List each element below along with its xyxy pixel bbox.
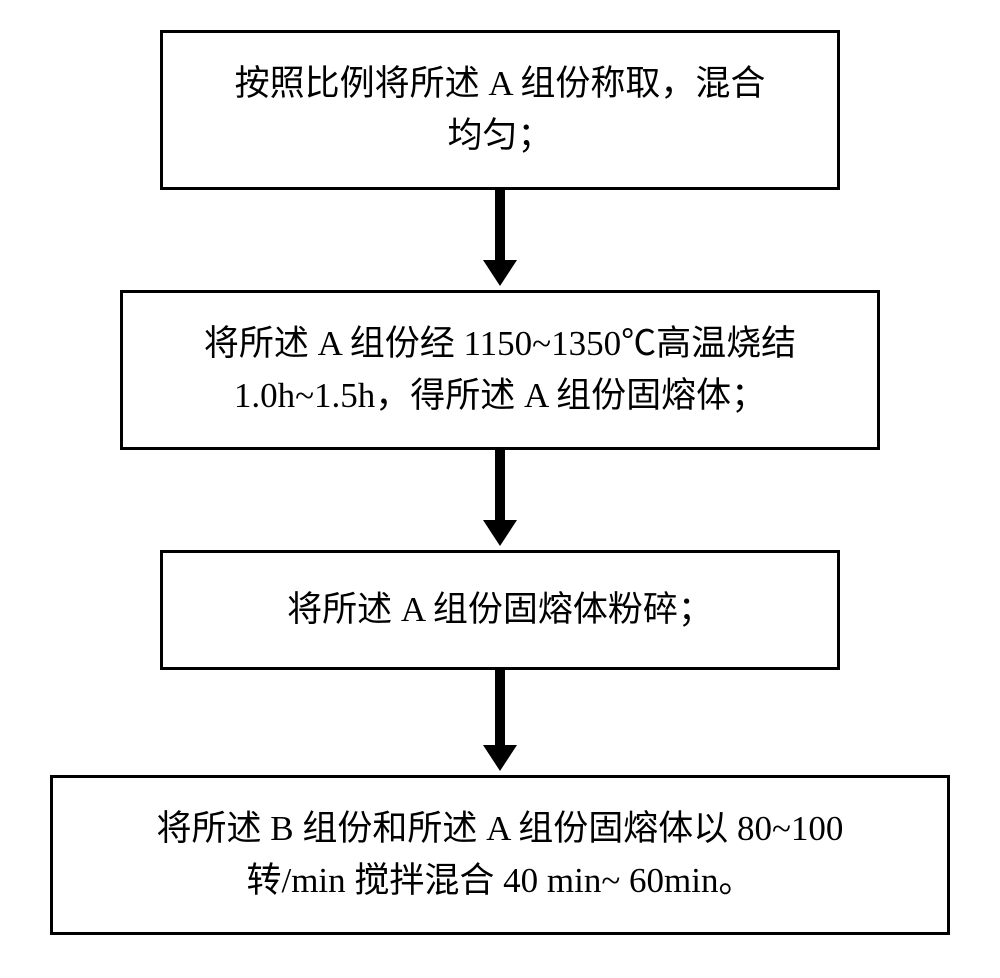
flow-node-step3-text: 将所述 A 组份固熔体粉碎； <box>287 584 713 637</box>
flow-arrow-3-4 <box>483 670 517 771</box>
flowchart-canvas: 按照比例将所述 A 组份称取，混合 均匀； 将所述 A 组份经 1150~135… <box>0 0 1000 978</box>
arrow-head-icon <box>483 260 517 286</box>
flow-node-step2: 将所述 A 组份经 1150~1350℃高温烧结 1.0h~1.5h，得所述 A… <box>120 290 880 450</box>
flow-node-step1-text: 按照比例将所述 A 组份称取，混合 均匀； <box>235 58 766 163</box>
flow-arrow-1-2 <box>483 190 517 286</box>
arrow-head-icon <box>483 745 517 771</box>
flow-node-step4-text: 将所述 B 组份和所述 A 组份固熔体以 80~100 转/min 搅拌混合 4… <box>157 803 844 908</box>
arrow-shaft <box>495 450 505 520</box>
flow-node-step1: 按照比例将所述 A 组份称取，混合 均匀； <box>160 30 840 190</box>
flow-node-step2-text: 将所述 A 组份经 1150~1350℃高温烧结 1.0h~1.5h，得所述 A… <box>204 318 796 423</box>
flow-arrow-2-3 <box>483 450 517 546</box>
arrow-shaft <box>495 190 505 260</box>
flow-node-step4: 将所述 B 组份和所述 A 组份固熔体以 80~100 转/min 搅拌混合 4… <box>50 775 950 935</box>
arrow-shaft <box>495 670 505 745</box>
arrow-head-icon <box>483 520 517 546</box>
flow-node-step3: 将所述 A 组份固熔体粉碎； <box>160 550 840 670</box>
